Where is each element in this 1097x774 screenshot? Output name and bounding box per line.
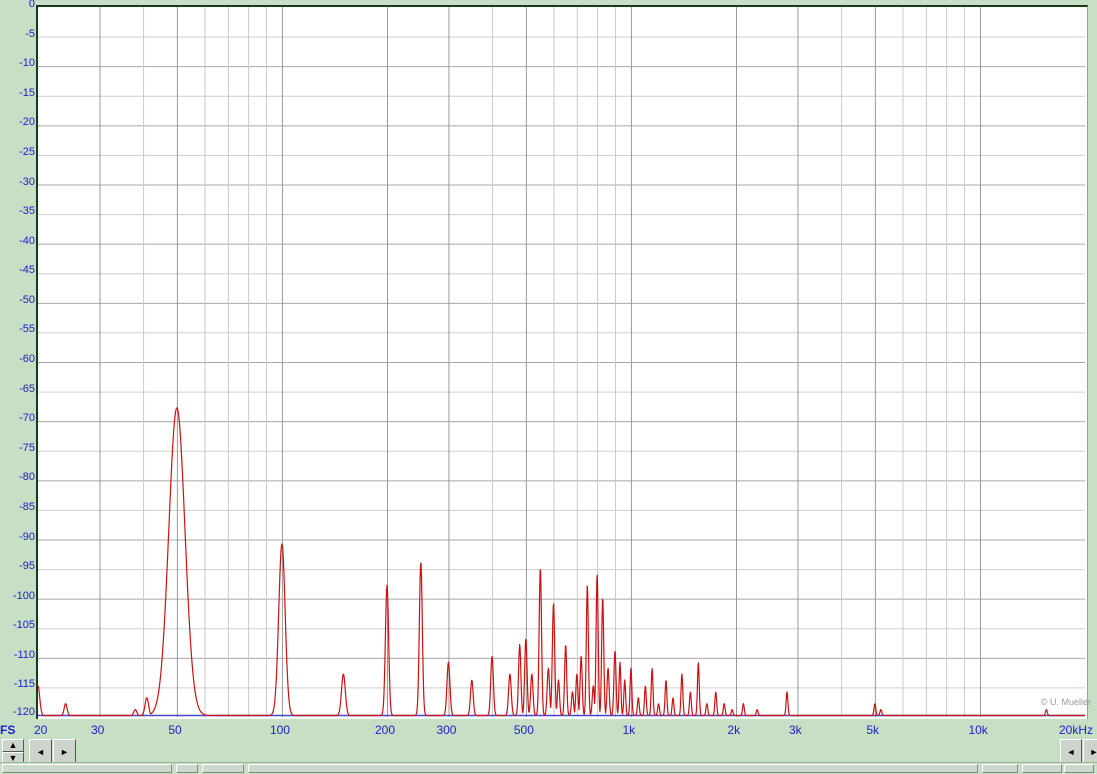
y-axis-tick-label: -120 [12, 706, 35, 718]
status-bar-panel [176, 764, 198, 773]
y-axis-tick-label: -70 [19, 412, 35, 425]
y-axis-tick-label: -110 [13, 648, 35, 661]
y-axis-tick-label: -35 [19, 205, 35, 218]
x-axis-tick-label: 20kHz [1059, 723, 1094, 737]
status-bar-panel [1022, 764, 1062, 773]
y-axis-tick-label: -100 [12, 589, 35, 602]
x-axis-tick-label: 100 [269, 723, 290, 737]
x-axis-tick-label: 50 [168, 723, 182, 737]
watermark: © U. Mueller [1040, 697, 1091, 707]
y-axis-tick-label: -50 [19, 293, 35, 306]
x-axis-tick-label: 3k [788, 723, 802, 737]
y-axis-tick-label: -105 [12, 619, 35, 632]
triangle-left-icon: ◄ [36, 746, 45, 757]
x-axis-tick-label: 5k [866, 723, 880, 737]
y-axis-tick-label: -55 [19, 323, 35, 336]
y-axis-tick-label: -40 [19, 234, 35, 247]
plot-area: 0 -5 -10 -15 -20 -25 -30 -35 -40 -45 -50 -55 -60 -65 -… [0, 0, 1091, 722]
x-axis-tick-label: 1k [622, 723, 636, 737]
y-axis: 0 -5 -10 -15 -20 -25 -30 -35 -40 -45 -50 -55 -60 -65 -… [0, 0, 36, 722]
spinner-up-button[interactable]: ▲ [2, 739, 24, 752]
y-axis-tick-label: -80 [19, 471, 35, 484]
y-axis-tick-label: -65 [19, 382, 35, 395]
y-axis-tick-label: -20 [19, 116, 35, 129]
spectrum-svg [38, 7, 1085, 717]
y-axis-tick-label: -75 [19, 441, 35, 454]
scroll-left-button[interactable]: ◄ [29, 739, 52, 765]
y-axis-tick-label: -90 [19, 530, 35, 543]
triangle-right-icon: ► [60, 746, 69, 757]
triangle-right-icon: ► [1089, 746, 1097, 757]
y-axis-tick-label: -45 [19, 264, 35, 277]
triangle-up-icon: ▲ [8, 740, 18, 750]
x-axis-tick-label: 20 [34, 723, 48, 737]
y-axis-tick-label: -95 [19, 560, 35, 573]
x-axis-tick-label: 500 [513, 723, 534, 737]
y-axis-tick-label: 0 [28, 0, 35, 10]
y-axis-tick-label: -10 [19, 57, 35, 70]
y-axis-tick-label: -115 [13, 678, 35, 691]
spectrum-plot[interactable] [36, 5, 1088, 719]
x-axis-tick-label: 2k [727, 723, 741, 737]
x-axis-tick-label: 300 [436, 723, 457, 737]
y-axis-tick-label: -60 [19, 353, 35, 365]
range-scroll-left-button[interactable]: ◄ [1060, 739, 1082, 765]
y-axis-tick-label: -15 [19, 86, 35, 99]
x-axis-tick-label: 200 [375, 723, 396, 737]
status-bar-panel [202, 764, 244, 773]
x-axis-tick-label: 30 [90, 723, 105, 737]
triangle-left-icon: ◄ [1066, 746, 1076, 757]
fs-label: FS [0, 723, 16, 737]
status-bar-panel [248, 764, 978, 773]
y-axis-tick-label: -30 [19, 175, 35, 188]
right-scroll-controls[interactable]: ◄ ► [1060, 739, 1097, 765]
triangle-down-icon: ▼ [8, 753, 18, 763]
status-bar [0, 762, 1097, 774]
status-bar-panel [1064, 764, 1094, 773]
x-axis: 20 30 50 100 200 300 500 1k 2k 3k 5k 10k 20kHz [0, 722, 1097, 744]
y-axis-tick-label: -25 [19, 145, 35, 158]
y-axis-tick-label: -85 [19, 500, 35, 513]
x-axis-tick-label: 10k [968, 723, 988, 737]
y-axis-tick-label: -5 [25, 27, 35, 40]
status-bar-panel [2, 764, 172, 773]
status-bar-panel [982, 764, 1018, 773]
